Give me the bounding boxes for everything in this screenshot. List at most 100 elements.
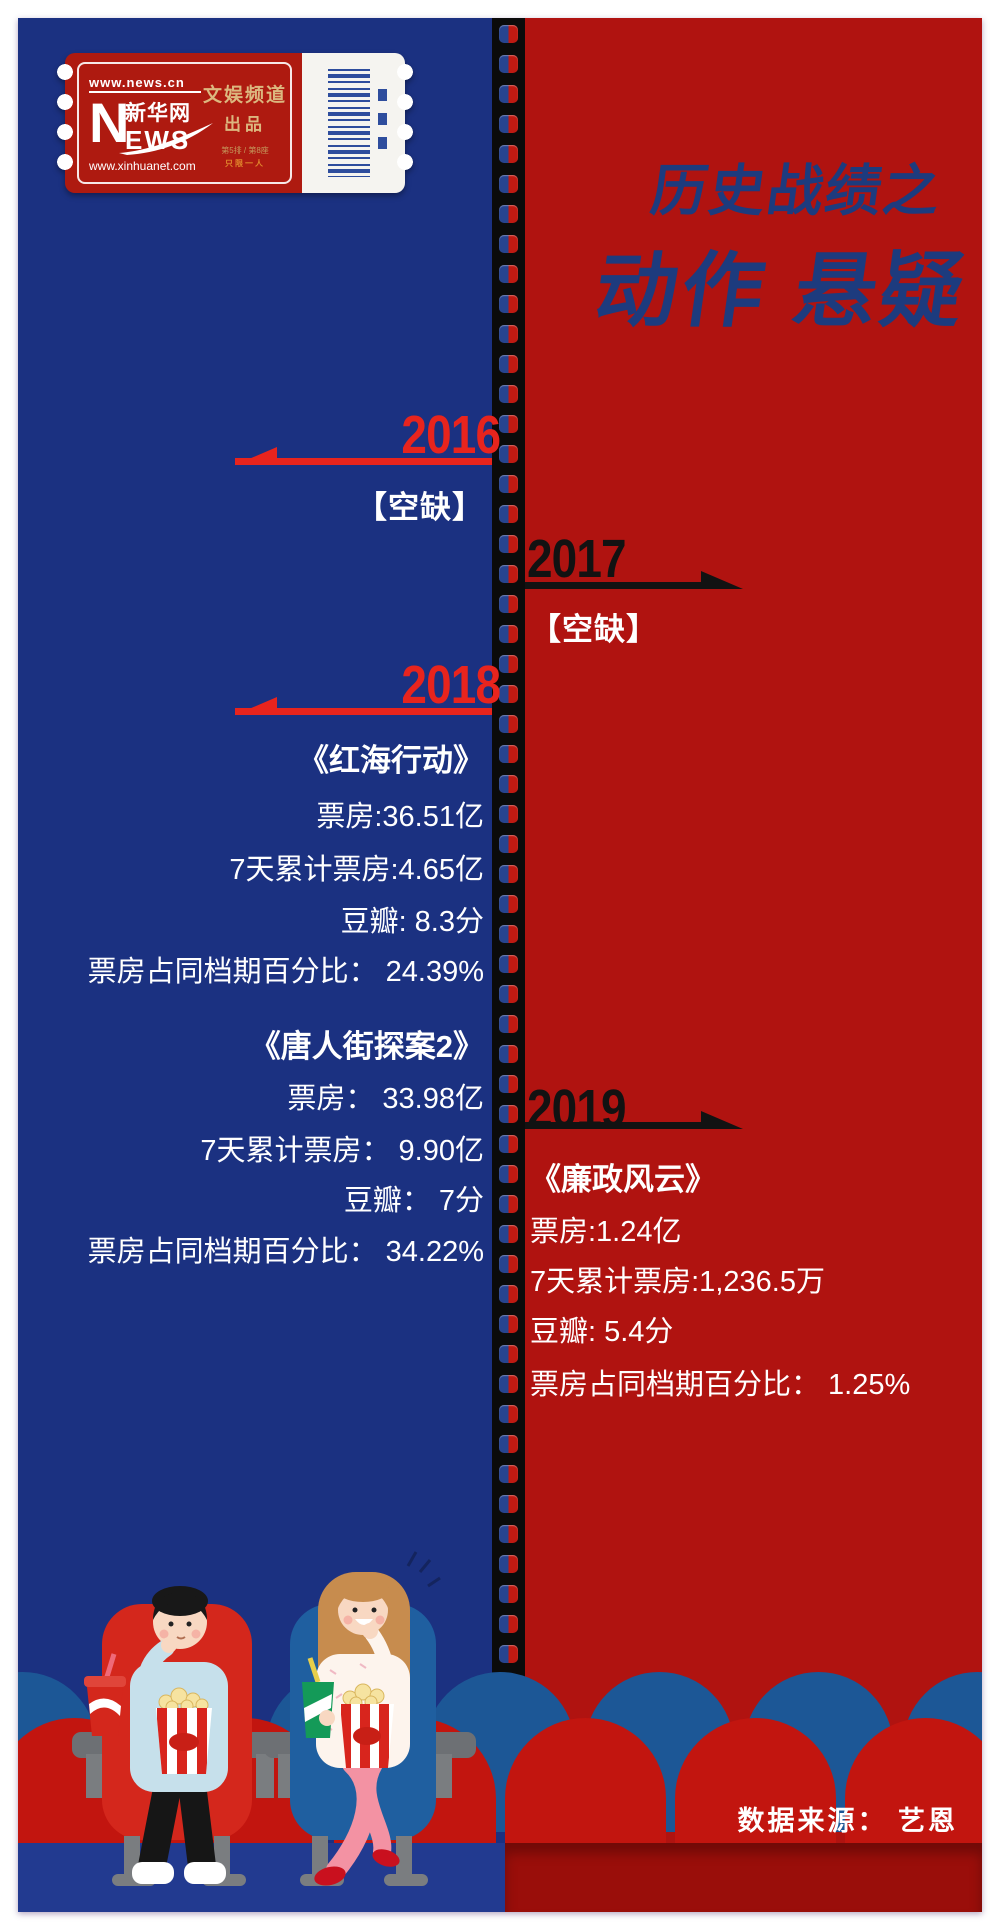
film-sprocket-hole [499, 715, 518, 733]
movie-douban-score: 豆瓣： 7分 [343, 1185, 484, 1217]
year-2018: 2018 [401, 655, 501, 715]
ticket-admit-one: 只限一人 [225, 158, 265, 168]
film-sprocket-hole [499, 1345, 518, 1363]
green-drink-icon [302, 1657, 335, 1738]
popcorn-bucket-icon [340, 1683, 394, 1768]
movie-title-red-sea: 《红海行动》 [298, 743, 484, 778]
ticket-perforation-right [396, 63, 414, 183]
year-2016: 2016 [401, 405, 501, 465]
film-sprocket-hole [499, 25, 518, 43]
news-url: www.news.cn [89, 75, 201, 93]
movie-share-percent: 票房占同档期百分比： 34.22% [87, 1236, 484, 1268]
film-sprocket-hole [499, 1285, 518, 1303]
year-2017: 2017 [527, 529, 627, 589]
film-sprocket-hole [499, 505, 518, 523]
film-sprocket-hole [499, 805, 518, 823]
film-sprocket-hole [499, 1165, 518, 1183]
film-sprocket-hole [499, 865, 518, 883]
film-sprocket-hole [499, 1525, 518, 1543]
film-sprocket-hole [499, 325, 518, 343]
popcorn-bucket-icon [156, 1687, 212, 1774]
film-sprocket-hole [499, 1405, 518, 1423]
data-source: 数据来源： 艺恩 [737, 1806, 958, 1836]
film-sprocket-hole [499, 475, 518, 493]
film-sprocket-hole [499, 775, 518, 793]
film-sprocket-hole [499, 835, 518, 853]
film-sprocket-hole [499, 535, 518, 553]
film-sprocket-hole [499, 1465, 518, 1483]
ticket-perforation-left [56, 63, 74, 183]
film-sprocket-hole [499, 355, 518, 373]
film-sprocket-hole [499, 655, 518, 673]
film-sprocket-hole [499, 115, 518, 133]
film-sprocket-hole [499, 1255, 518, 1273]
movie-share-percent: 票房占同档期百分比： 24.39% [87, 956, 484, 988]
film-sprocket-hole [499, 1075, 518, 1093]
xinhuanet-logo: N 新华网 EWS [89, 91, 213, 157]
red-panel-background [505, 18, 982, 1912]
floor-red-side [505, 1843, 982, 1912]
film-sprocket-hole [499, 565, 518, 583]
film-sprocket-hole [499, 1375, 518, 1393]
film-sprocket-hole [499, 1105, 518, 1123]
movie-douban-score: 豆瓣: 5.4分 [530, 1316, 674, 1348]
film-sprocket-hole [499, 445, 518, 463]
movie-douban-score: 豆瓣: 8.3分 [340, 906, 484, 938]
arrow-2018-head [235, 697, 277, 715]
barcode-icon [328, 69, 370, 177]
movie-7day-box: 7天累计票房： 9.90亿 [200, 1135, 484, 1167]
arrow-2017-line [525, 582, 701, 589]
arrow-2018-line [235, 708, 492, 715]
xinhuanet-url: www.xinhuanet.com [89, 159, 196, 173]
film-sprocket-hole [499, 685, 518, 703]
stub-marks [378, 89, 387, 153]
cola-cup-icon [84, 1653, 126, 1736]
logo-n-letter: N [89, 91, 130, 154]
movie-box-office: 票房:1.24亿 [530, 1216, 682, 1248]
film-sprocket-hole [499, 1615, 518, 1633]
film-strip [492, 18, 525, 1708]
film-sprocket-hole [499, 1225, 518, 1243]
film-sprocket-hole [499, 85, 518, 103]
movie-title-integrity: 《廉政风云》 [530, 1162, 716, 1197]
film-sprocket-hole [499, 895, 518, 913]
ticket-stub [302, 53, 414, 193]
headline-line1: 历史战绩之 [647, 159, 946, 222]
film-sprocket-hole [499, 145, 518, 163]
poster: www.news.cn N 新华网 EWS www.xinhuanet.com … [18, 18, 982, 1912]
arrow-2016-head [235, 447, 277, 465]
film-sprocket-hole [499, 1195, 518, 1213]
movie-box-office: 票房:36.51亿 [316, 801, 484, 833]
logo-swoosh-icon [119, 123, 213, 155]
status-2016: 【空缺】 [356, 490, 484, 525]
logo-chinese-name: 新华网 [125, 102, 191, 125]
film-sprocket-hole [499, 1045, 518, 1063]
movie-7day-box: 7天累计票房:1,236.5万 [530, 1266, 825, 1298]
film-sprocket-hole [499, 385, 518, 403]
film-sprocket-hole [499, 1585, 518, 1603]
film-sprocket-hole [499, 625, 518, 643]
film-sprocket-hole [499, 1495, 518, 1513]
film-sprocket-hole [499, 1015, 518, 1033]
ticket-logo: www.news.cn N 新华网 EWS www.xinhuanet.com … [56, 53, 414, 193]
film-sprocket-hole [499, 175, 518, 193]
film-sprocket-hole [499, 205, 518, 223]
film-sprocket-hole [499, 55, 518, 73]
film-sprocket-hole [499, 1555, 518, 1573]
movie-box-office: 票房： 33.98亿 [287, 1083, 484, 1115]
arrow-2019-head [701, 1111, 743, 1129]
film-sprocket-hole [499, 955, 518, 973]
film-sprocket-hole [499, 1135, 518, 1153]
headline-line2: 动作 悬疑 [589, 246, 974, 337]
arrow-2019-line [525, 1122, 701, 1129]
movie-title-detective: 《唐人街探案2》 [249, 1029, 484, 1064]
film-sprocket-hole [499, 295, 518, 313]
movie-share-percent: 票房占同档期百分比： 1.25% [530, 1369, 911, 1401]
film-sprocket-hole [499, 1315, 518, 1333]
arrow-2017-head [701, 571, 743, 589]
produced-by: 出品 [224, 114, 266, 134]
film-sprocket-hole [499, 925, 518, 943]
ticket-seat-info: 第5排 / 第8座 [221, 145, 269, 155]
film-sprocket-hole [499, 595, 518, 613]
cinema-illustration [72, 1551, 476, 1886]
